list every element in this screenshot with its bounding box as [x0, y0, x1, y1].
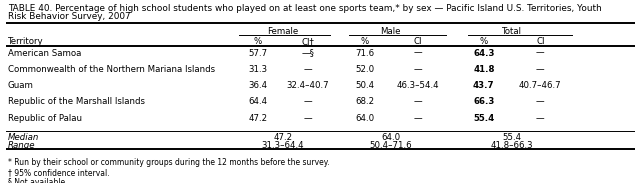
Text: American Samoa: American Samoa [8, 48, 81, 57]
Text: —: — [304, 97, 312, 107]
Text: %: % [479, 37, 488, 46]
Text: —: — [304, 114, 312, 123]
Text: 47.2: 47.2 [273, 132, 292, 142]
Text: 41.8–66.3: 41.8–66.3 [491, 141, 533, 150]
Text: 46.3–54.4: 46.3–54.4 [397, 81, 439, 90]
Text: Territory: Territory [8, 37, 44, 46]
Text: —: — [536, 114, 545, 123]
Text: 50.4: 50.4 [355, 81, 374, 90]
Text: Republic of Palau: Republic of Palau [8, 114, 81, 123]
Text: Commonwealth of the Northern Mariana Islands: Commonwealth of the Northern Mariana Isl… [8, 65, 215, 74]
Text: —: — [536, 97, 545, 107]
Text: Republic of the Marshall Islands: Republic of the Marshall Islands [8, 97, 145, 107]
Text: 55.4: 55.4 [503, 132, 522, 142]
Text: 41.8: 41.8 [473, 65, 495, 74]
Text: Range: Range [8, 141, 35, 150]
Text: Risk Behavior Survey, 2007: Risk Behavior Survey, 2007 [8, 12, 130, 21]
Text: —: — [413, 114, 422, 123]
Text: 64.0: 64.0 [381, 132, 401, 142]
Text: † 95% confidence interval.: † 95% confidence interval. [8, 168, 110, 177]
Text: 32.4–40.7: 32.4–40.7 [287, 81, 329, 90]
Text: Guam: Guam [8, 81, 33, 90]
Text: 64.0: 64.0 [355, 114, 374, 123]
Text: 50.4–71.6: 50.4–71.6 [370, 141, 412, 150]
Text: 68.2: 68.2 [355, 97, 374, 107]
Text: Total: Total [502, 27, 522, 36]
Text: TABLE 40. Percentage of high school students who played on at least one sports t: TABLE 40. Percentage of high school stud… [8, 4, 601, 13]
Text: 55.4: 55.4 [473, 114, 494, 123]
Text: 31.3–64.4: 31.3–64.4 [262, 141, 304, 150]
Text: —: — [413, 65, 422, 74]
Text: 47.2: 47.2 [248, 114, 267, 123]
Text: CI: CI [413, 37, 422, 46]
Text: 31.3: 31.3 [248, 65, 267, 74]
Text: 71.6: 71.6 [355, 48, 374, 57]
Text: %: % [254, 37, 262, 46]
Text: 57.7: 57.7 [248, 48, 267, 57]
Text: —: — [413, 97, 422, 107]
Text: —: — [536, 48, 545, 57]
Text: 36.4: 36.4 [248, 81, 267, 90]
Text: —: — [536, 65, 545, 74]
Text: § Not available.: § Not available. [8, 178, 67, 183]
Text: 40.7–46.7: 40.7–46.7 [519, 81, 562, 90]
Text: 43.7: 43.7 [473, 81, 495, 90]
Text: —: — [304, 65, 312, 74]
Text: * Run by their school or community groups during the 12 months before the survey: * Run by their school or community group… [8, 158, 329, 167]
Text: CI: CI [536, 37, 545, 46]
Text: Median: Median [8, 132, 39, 142]
Text: 66.3: 66.3 [473, 97, 494, 107]
Text: 64.3: 64.3 [473, 48, 495, 57]
Text: Female: Female [267, 27, 299, 36]
Text: 64.4: 64.4 [248, 97, 267, 107]
Text: Male: Male [381, 27, 401, 36]
Text: CI†: CI† [301, 37, 314, 46]
Text: —§: —§ [301, 48, 314, 57]
Text: %: % [360, 37, 369, 46]
Text: —: — [413, 48, 422, 57]
Text: 52.0: 52.0 [355, 65, 374, 74]
